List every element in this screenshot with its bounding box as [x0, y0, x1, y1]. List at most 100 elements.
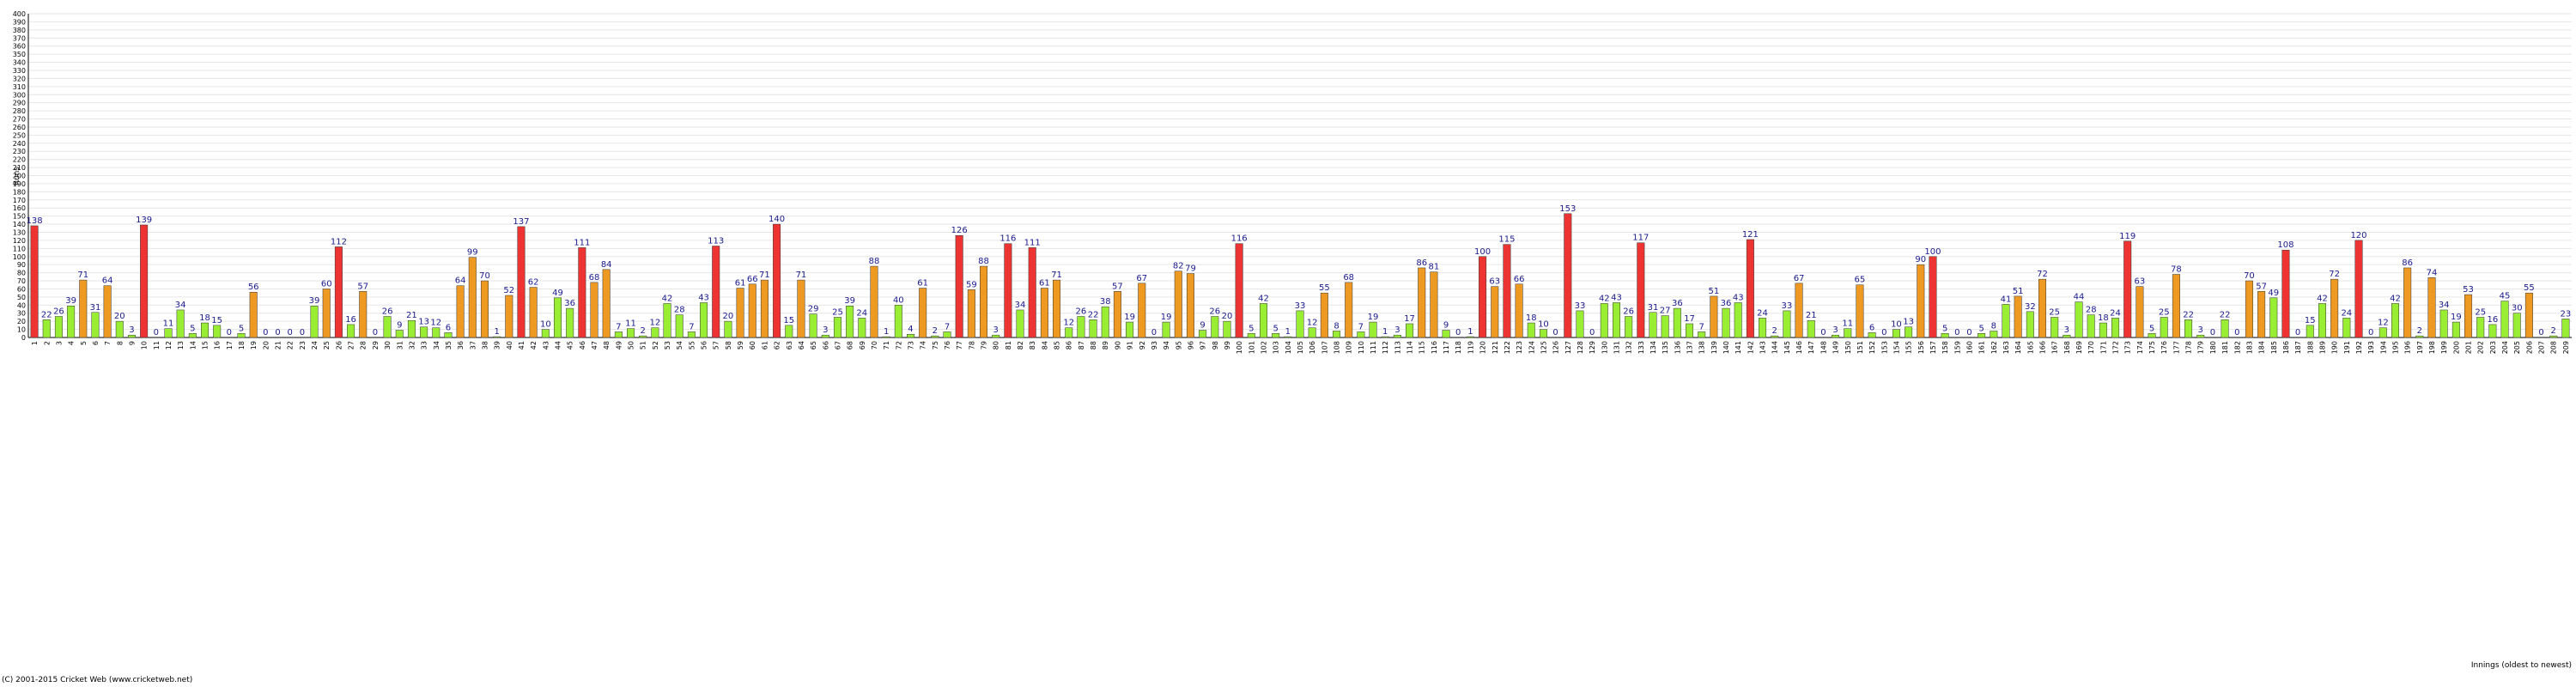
bar	[456, 285, 465, 338]
value-label: 7	[945, 322, 950, 331]
bar	[1868, 332, 1876, 338]
bar	[176, 309, 185, 338]
bar	[955, 234, 963, 338]
value-label: 68	[589, 273, 600, 283]
bar	[1296, 310, 1304, 338]
value-label: 38	[1100, 297, 1111, 307]
bar	[1491, 286, 1499, 338]
x-tick-label: 129	[1589, 341, 1596, 354]
x-tick-label: 29	[372, 341, 380, 350]
y-axis-title: Runs	[13, 167, 21, 185]
value-label: 5	[2149, 324, 2154, 333]
x-tick-label: 80	[993, 341, 1000, 350]
bar	[2038, 278, 2047, 338]
value-label: 137	[513, 217, 529, 227]
value-label: 71	[1051, 271, 1062, 280]
bar	[359, 291, 368, 338]
bar	[1272, 333, 1280, 338]
value-label: 112	[331, 237, 347, 246]
bar	[614, 331, 623, 338]
value-label: 0	[2295, 328, 2300, 337]
y-tick-label: 110	[13, 245, 26, 252]
bar	[200, 322, 209, 338]
value-label: 6	[446, 323, 451, 332]
bar	[2451, 321, 2460, 338]
x-tick-label: 32	[408, 341, 416, 350]
bar	[1832, 334, 1840, 338]
value-label: 64	[455, 277, 466, 286]
x-tick-label: 118	[1455, 341, 1462, 354]
value-label: 138	[27, 216, 43, 226]
x-tick-label: 117	[1443, 341, 1450, 354]
value-label: 12	[650, 319, 661, 328]
bar	[249, 291, 258, 338]
bar	[1795, 283, 1803, 338]
bar	[1929, 256, 1937, 338]
bar	[2123, 240, 2132, 338]
bar	[602, 269, 611, 338]
x-tick-label: 105	[1297, 341, 1304, 354]
bar	[1990, 331, 1998, 338]
x-tick-label: 192	[2355, 341, 2363, 354]
x-tick-label: 148	[1820, 341, 1827, 354]
x-tick-label: 128	[1577, 341, 1584, 354]
x-tick-label: 122	[1504, 341, 1511, 354]
value-label: 64	[102, 277, 113, 286]
bar	[54, 316, 63, 338]
bar	[785, 325, 793, 338]
value-label: 11	[163, 319, 174, 329]
bar	[432, 327, 440, 338]
x-tick-label: 92	[1139, 341, 1146, 350]
bar	[712, 246, 720, 338]
bar	[1211, 316, 1219, 338]
x-tick-label: 44	[554, 341, 562, 350]
value-label: 55	[2524, 283, 2535, 293]
x-tick-label: 151	[1856, 341, 1864, 354]
x-tick-label: 57	[713, 341, 720, 350]
value-label: 72	[2329, 270, 2340, 279]
x-tick-label: 25	[323, 341, 331, 350]
bar	[1418, 267, 1426, 338]
bar	[2111, 318, 2120, 338]
value-label: 17	[1684, 314, 1695, 324]
x-tick-label: 100	[1236, 341, 1243, 354]
value-label: 5	[1978, 324, 1984, 333]
bar	[2281, 249, 2290, 338]
value-label: 3	[2064, 325, 2069, 335]
bar	[103, 285, 112, 338]
value-label: 12	[2378, 319, 2389, 328]
x-tick-label: 189	[2318, 341, 2326, 354]
value-label: 45	[2500, 292, 2511, 301]
value-label: 15	[2305, 316, 2316, 325]
value-label: 140	[769, 215, 785, 224]
value-label: 12	[1063, 319, 1074, 328]
bar	[2354, 240, 2363, 338]
bar	[2500, 301, 2509, 338]
x-tick-label: 186	[2282, 341, 2290, 354]
value-label: 49	[2268, 289, 2279, 298]
value-label: 0	[275, 328, 280, 337]
y-tick-label: 160	[13, 204, 26, 212]
value-label: 42	[2390, 294, 2401, 303]
bar	[1357, 331, 1365, 338]
bar	[760, 279, 769, 338]
bar	[1430, 271, 1438, 338]
x-tick-label: 58	[725, 341, 732, 350]
x-tick-label: 208	[2550, 341, 2558, 354]
x-tick-label: 53	[664, 341, 671, 350]
bar	[2245, 280, 2253, 338]
value-label: 7	[1358, 322, 1364, 331]
bar	[2087, 314, 2095, 338]
bar	[2014, 295, 2022, 338]
x-tick-label: 155	[1905, 341, 1913, 354]
x-tick-label: 109	[1346, 341, 1353, 354]
x-tick-label: 21	[275, 341, 283, 350]
x-tick-label: 23	[299, 341, 307, 350]
bar	[2160, 317, 2168, 338]
bar	[2561, 319, 2570, 338]
x-tick-label: 119	[1467, 341, 1474, 354]
bar	[1783, 310, 1791, 338]
value-label: 56	[248, 283, 259, 292]
x-tick-label: 168	[2063, 341, 2071, 354]
value-label: 63	[2135, 277, 2146, 287]
